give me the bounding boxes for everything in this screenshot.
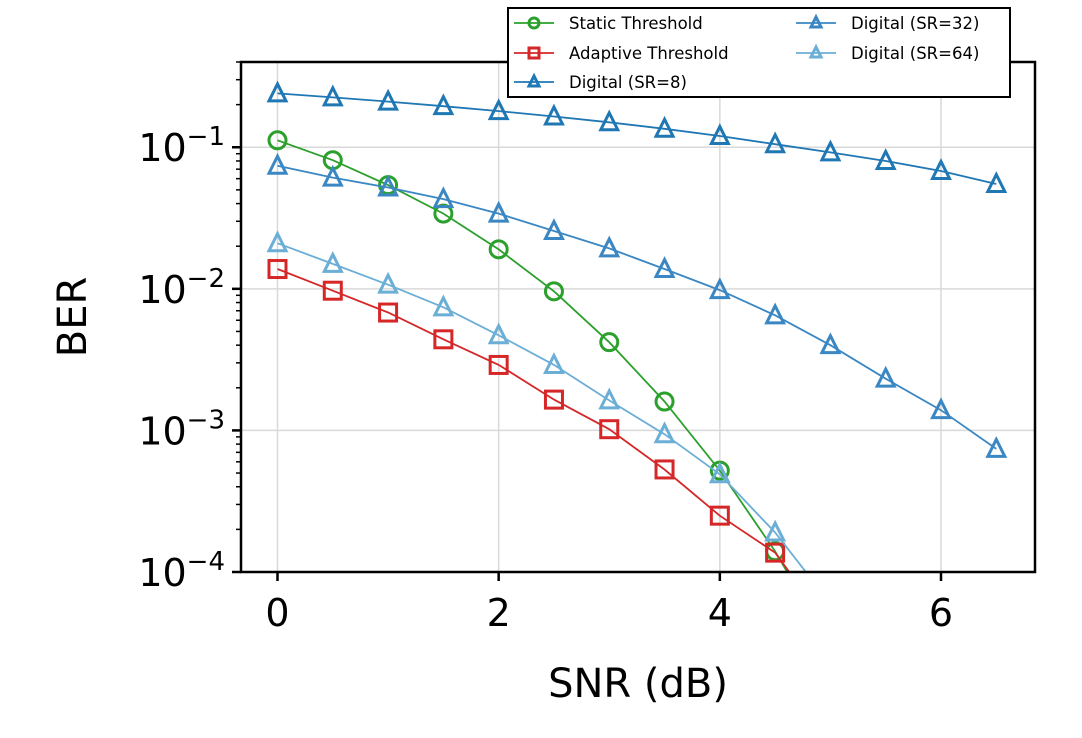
y-axis-label: BER <box>50 277 96 358</box>
series-2 <box>266 80 1008 194</box>
data-point-circle <box>599 332 620 353</box>
data-point-triangle <box>432 93 455 116</box>
legend-entry: Digital (SR=8) <box>514 72 687 92</box>
data-point-triangle <box>808 13 824 29</box>
data-point-triangle <box>708 123 731 146</box>
data-point-square <box>488 354 509 375</box>
legend-entry: Digital (SR=64) <box>796 43 979 63</box>
data-point-triangle <box>377 174 400 197</box>
y-tick-label: 10−3 <box>138 405 225 453</box>
legend-label: Digital (SR=64) <box>851 44 979 63</box>
data-point-triangle <box>653 115 676 138</box>
legend-label: Adaptive Threshold <box>569 44 729 63</box>
legend: Static Threshold Adaptive Threshold Digita… <box>507 7 1011 98</box>
series-1 <box>267 259 839 637</box>
data-point-triangle <box>321 84 344 107</box>
data-point-square <box>322 280 343 301</box>
data-point-triangle <box>708 461 731 484</box>
data-point-square <box>599 419 620 440</box>
data-point-triangle <box>432 186 455 209</box>
data-point-triangle <box>432 294 455 317</box>
data-point-triangle <box>653 421 676 444</box>
y-tick-label: 10−2 <box>138 264 225 312</box>
data-point-triangle <box>764 131 787 154</box>
data-point-triangle <box>321 251 344 273</box>
data-point-circle <box>527 16 541 30</box>
x-tick-label: 4 <box>708 591 732 635</box>
data-point-square <box>709 505 730 526</box>
data-point-triangle <box>822 594 839 611</box>
series-line <box>277 139 789 572</box>
data-point-triangle <box>543 103 565 126</box>
y-tick-label: 10−1 <box>138 122 225 170</box>
legend-entry: Static Threshold <box>514 14 703 33</box>
series-line <box>277 92 997 185</box>
data-point-triangle <box>598 387 621 410</box>
data-point-triangle <box>377 271 400 294</box>
data-point-triangle <box>930 397 952 420</box>
data-point-circle <box>488 239 509 260</box>
data-point-triangle <box>874 148 897 170</box>
data-point-triangle <box>266 230 289 253</box>
series-layer <box>266 80 1008 655</box>
data-point-triangle <box>598 109 621 132</box>
data-point-triangle <box>819 139 842 162</box>
x-tick-label: 0 <box>265 591 289 635</box>
x-tick-label: 2 <box>487 591 511 635</box>
data-point-triangle <box>708 277 731 300</box>
data-point-square <box>654 459 675 480</box>
data-point-triangle <box>526 72 542 88</box>
legend-label: Digital (SR=8) <box>569 73 687 92</box>
data-point-triangle <box>874 365 897 388</box>
data-point-square <box>822 620 839 637</box>
data-point-circle <box>543 281 564 302</box>
data-point-triangle <box>985 171 1008 194</box>
data-point-square <box>267 259 288 280</box>
data-point-triangle <box>808 43 824 59</box>
data-point-circle <box>433 203 454 224</box>
legend-entry: Digital (SR=32) <box>796 13 979 33</box>
data-point-triangle <box>985 436 1008 458</box>
data-point-square <box>527 46 541 60</box>
data-point-triangle <box>819 332 842 355</box>
legend-frame <box>507 7 1011 98</box>
data-point-triangle <box>266 152 289 175</box>
data-point-triangle <box>543 218 565 241</box>
data-point-triangle <box>764 519 787 542</box>
series-0 <box>267 130 839 655</box>
x-axis-label: SNR (dB) <box>548 661 728 707</box>
data-point-triangle <box>321 164 344 187</box>
data-point-triangle <box>653 256 676 279</box>
axes-frame <box>239 60 1037 574</box>
data-point-circle <box>822 638 839 655</box>
ticks: 0 2 4 6 10−1 10−2 10−3 10−4 <box>138 61 953 635</box>
data-point-triangle <box>764 302 787 325</box>
data-point-triangle <box>930 158 952 180</box>
data-point-square <box>765 542 786 563</box>
series-line <box>277 164 997 450</box>
data-point-square <box>433 329 454 350</box>
legend-label: Static Threshold <box>569 14 703 33</box>
data-point-triangle <box>487 322 510 345</box>
series-4 <box>266 230 839 611</box>
data-point-triangle <box>487 200 510 223</box>
data-point-triangle <box>598 235 621 258</box>
data-point-triangle <box>487 98 510 121</box>
grid <box>241 62 1035 573</box>
series-line <box>277 268 791 572</box>
series-3 <box>266 152 1008 458</box>
series-line <box>277 242 808 572</box>
legend-label: Digital (SR=32) <box>851 14 979 33</box>
x-tick-label: 6 <box>929 591 953 635</box>
data-point-circle <box>267 130 288 151</box>
data-point-triangle <box>377 88 400 111</box>
data-point-square <box>378 302 399 323</box>
legend-entry: Adaptive Threshold <box>514 44 729 63</box>
data-point-square <box>543 389 564 410</box>
y-tick-label: 10−4 <box>138 547 225 595</box>
data-point-circle <box>654 391 675 412</box>
data-point-triangle <box>266 80 289 103</box>
data-point-triangle <box>543 352 565 374</box>
